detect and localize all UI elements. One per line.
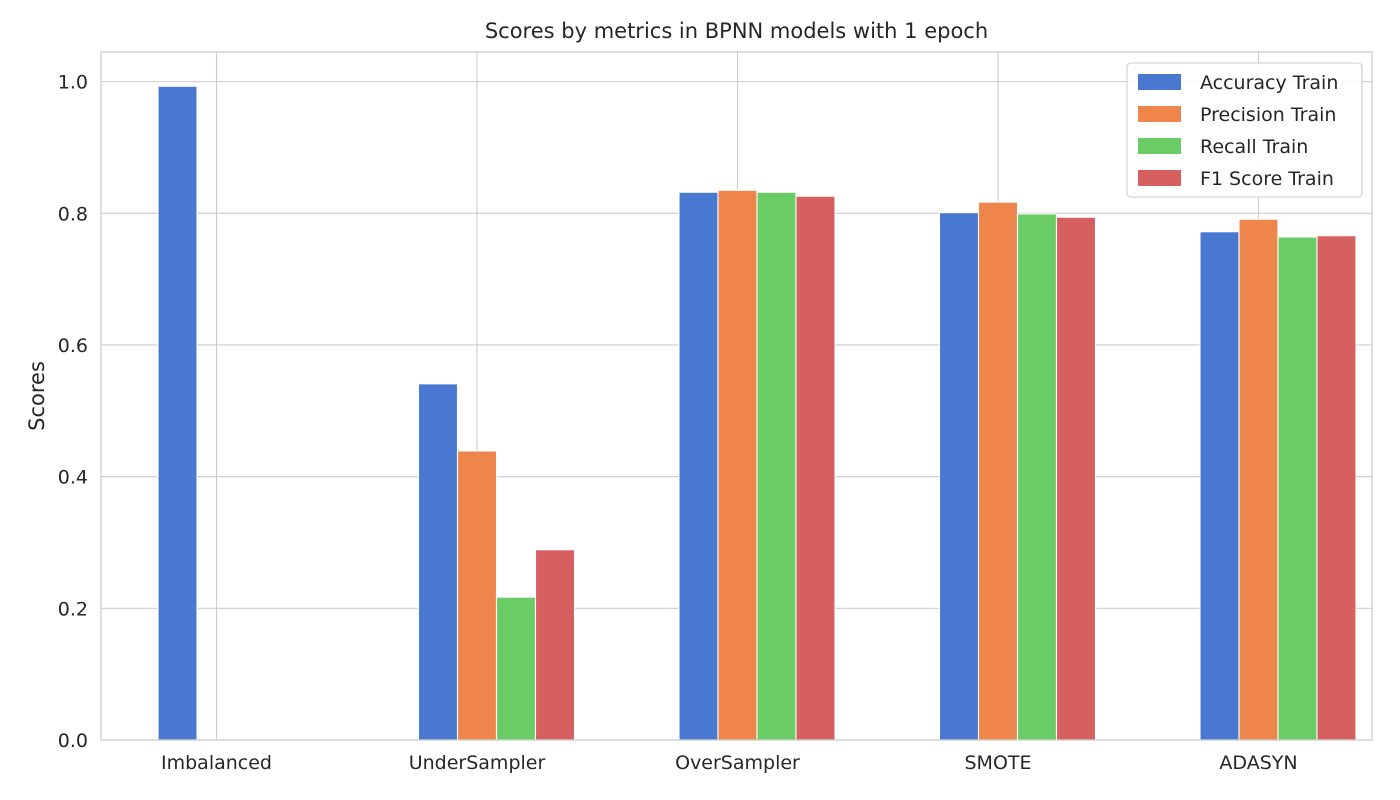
bar-f1-score-train	[795, 195, 836, 741]
legend-swatch	[1138, 170, 1181, 186]
x-tick-label: OverSampler	[675, 752, 800, 774]
y-tick-label: 0.8	[58, 203, 88, 225]
legend-label: F1 Score Train	[1200, 168, 1334, 190]
bar-recall-train	[756, 191, 797, 741]
chart-title: Scores by metrics in BPNN models with 1 …	[485, 19, 988, 43]
bar-accuracy-train	[1199, 231, 1240, 741]
bars	[157, 85, 1357, 741]
legend-label: Recall Train	[1200, 136, 1308, 158]
legend-label: Accuracy Train	[1200, 72, 1338, 94]
plot-frame	[100, 51, 1373, 741]
y-tick-label: 1.0	[58, 72, 88, 94]
x-tick-label: ADASYN	[1219, 752, 1297, 774]
legend-swatch	[1138, 138, 1181, 154]
bar-precision-train	[1238, 218, 1279, 741]
bar-precision-train	[717, 189, 758, 741]
bar-accuracy-train	[938, 212, 980, 741]
bar-accuracy-train	[678, 191, 719, 741]
bar-accuracy-train	[157, 85, 198, 741]
y-tick-labels: 0.0 0.2 0.4 0.6 0.8 1.0	[58, 72, 88, 752]
bar-recall-train	[1016, 213, 1058, 741]
legend-swatch	[1138, 106, 1181, 122]
y-axis-label: Scores	[25, 361, 49, 431]
y-tick-label: 0.4	[58, 467, 88, 489]
bar-f1-score-train	[534, 549, 576, 741]
y-tick-label: 0.6	[58, 335, 88, 357]
legend-label: Precision Train	[1200, 104, 1336, 126]
x-tick-label: UnderSampler	[409, 752, 546, 774]
x-tick-label: SMOTE	[964, 752, 1031, 774]
bar-f1-score-train	[1055, 216, 1097, 741]
y-tick-label: 0.2	[58, 598, 88, 620]
legend-swatch	[1138, 74, 1181, 90]
bar-recall-train	[495, 596, 537, 741]
bar-precision-train	[977, 201, 1019, 741]
x-tick-labels: Imbalanced UnderSampler OverSampler SMOTE AD…	[161, 752, 1298, 774]
bar-recall-train	[1277, 236, 1318, 741]
x-tick-label: Imbalanced	[161, 752, 272, 774]
legend: Accuracy Train Precision Train Recall Trai…	[1126, 62, 1363, 198]
legend-box	[1126, 62, 1363, 198]
bar-accuracy-train	[417, 383, 459, 741]
bar-precision-train	[456, 450, 498, 741]
bar-f1-score-train	[1316, 235, 1357, 741]
y-tick-label: 0.0	[58, 730, 88, 752]
